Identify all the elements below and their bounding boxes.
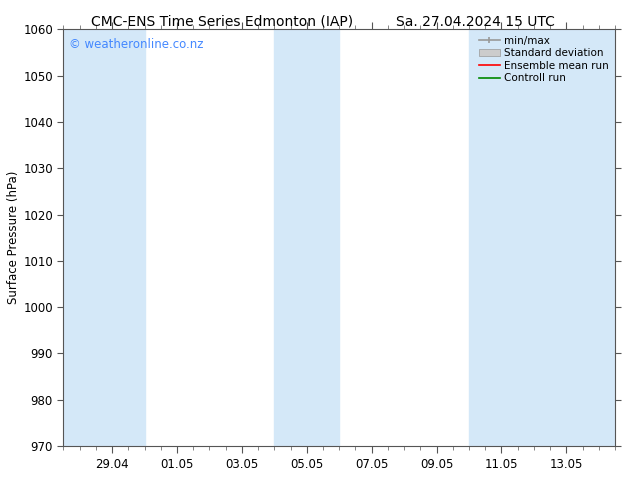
Bar — [63, 29, 145, 446]
Y-axis label: Surface Pressure (hPa): Surface Pressure (hPa) — [8, 171, 20, 304]
Bar — [469, 29, 615, 446]
Text: © weatheronline.co.nz: © weatheronline.co.nz — [69, 38, 204, 51]
Text: CMC-ENS Time Series Edmonton (IAP): CMC-ENS Time Series Edmonton (IAP) — [91, 15, 353, 29]
Legend: min/max, Standard deviation, Ensemble mean run, Controll run: min/max, Standard deviation, Ensemble me… — [476, 32, 612, 87]
Text: Sa. 27.04.2024 15 UTC: Sa. 27.04.2024 15 UTC — [396, 15, 555, 29]
Bar — [275, 29, 339, 446]
